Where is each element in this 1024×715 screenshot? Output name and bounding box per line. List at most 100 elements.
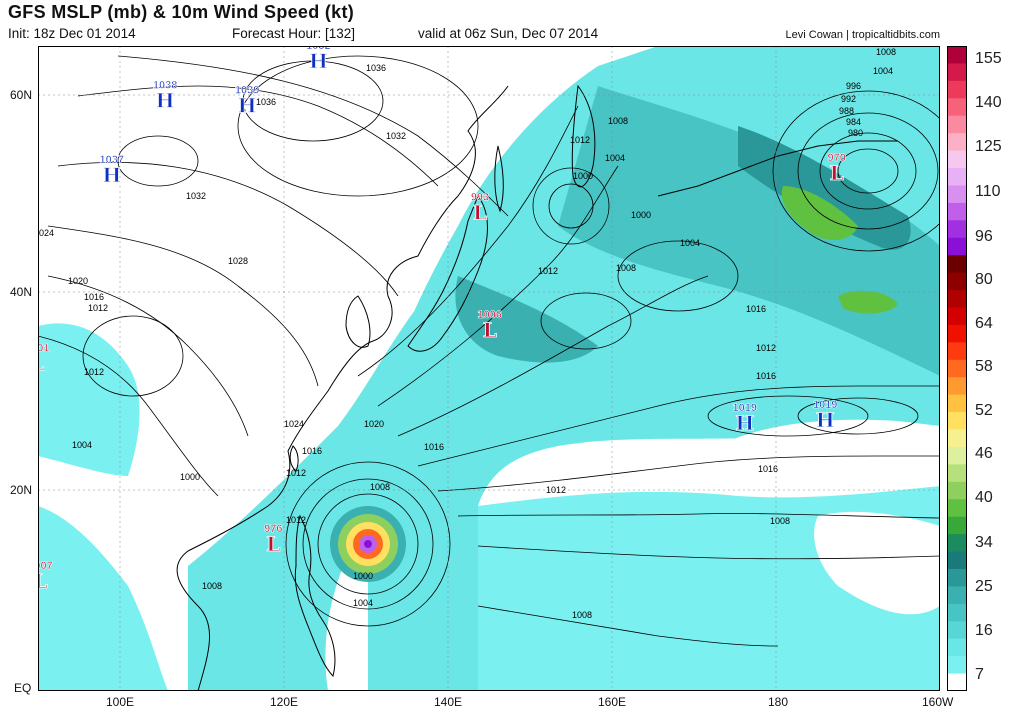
- colorbar-swatch: [947, 429, 967, 448]
- colorbar-label-155: 155: [975, 50, 1002, 67]
- coastlines: [176, 84, 898, 691]
- isobar-labels: 1036 1036 1032 1032 1024 1020 1016 1012 …: [38, 47, 896, 620]
- lat-label-40n: 40N: [10, 285, 33, 299]
- low-pressure-marker: L: [830, 161, 844, 185]
- graticule: [38, 46, 940, 691]
- asia-coastline: [176, 85, 509, 691]
- isobar-label: 1008: [608, 116, 628, 126]
- lat-label-eq: EQ: [14, 681, 32, 695]
- colorbar-swatch: [947, 499, 967, 518]
- colorbar-swatch: [947, 168, 967, 186]
- lon-label-180: 180: [768, 695, 789, 709]
- colorbar-swatch: [947, 46, 967, 64]
- isobar-label: 1012: [546, 485, 566, 495]
- map-title: GFS MSLP (mb) & 10m Wind Speed (kt): [8, 2, 355, 22]
- colorbar-swatch: [947, 568, 967, 587]
- gale-area-2: [838, 290, 898, 314]
- isobar-label: 1036: [366, 63, 386, 73]
- colorbar-swatch: [947, 98, 967, 117]
- isobar-label: 1012: [286, 468, 306, 478]
- pressure-value-970: 970: [828, 152, 846, 164]
- lon-label-160e: 160E: [598, 695, 627, 709]
- isobar-label: 1024: [38, 228, 54, 238]
- isobar-label: 1008: [572, 610, 592, 620]
- low-pressure-marker: L: [266, 532, 280, 556]
- colorbar-swatch: [947, 412, 967, 431]
- pressure-value-976: 976: [264, 523, 282, 535]
- colorbar-swatch: [947, 307, 967, 326]
- colorbar-swatch: [947, 133, 967, 152]
- lon-label-120e: 120E: [270, 695, 299, 709]
- pressure-centers: 1038H1039H1032H1037H1013H1019H1019H970L9…: [38, 46, 846, 593]
- lat-label-60n: 60N: [10, 88, 33, 102]
- pressure-value-1006: 1006: [478, 309, 502, 321]
- central-wind: [455, 276, 598, 363]
- isobar-label: 1012: [538, 266, 558, 276]
- japan-coastline: [407, 194, 488, 352]
- isobar-label: 1020: [68, 276, 88, 286]
- colorbar-label-40: 40: [975, 489, 993, 506]
- init-time: Init: 18z Dec 01 2014: [8, 26, 136, 41]
- colorbar-swatch: [947, 621, 967, 640]
- korea-coastline: [345, 295, 371, 348]
- lon-label-100e: 100E: [106, 695, 135, 709]
- valid-time: valid at 06z Sun, Dec 07 2014: [418, 26, 599, 41]
- isobar-label: 1000: [180, 472, 200, 482]
- isobar-label: 1016: [424, 442, 444, 452]
- wind-band-2: [738, 126, 911, 250]
- colorbar-label-96: 96: [975, 228, 993, 245]
- forecast-hour: Forecast Hour: [132]: [232, 26, 356, 41]
- isobar-label: 1008: [370, 482, 390, 492]
- colorbar-swatch: [947, 359, 967, 378]
- isobar-label: 1016: [758, 464, 778, 474]
- isobar-label: 1004: [605, 153, 625, 163]
- isobar-label: 1008: [202, 581, 222, 591]
- isobar-label: 1008: [876, 47, 896, 57]
- isobars: [38, 55, 940, 647]
- colorbar-label-52: 52: [975, 402, 993, 419]
- pressure-value-1039: 1039: [235, 85, 259, 97]
- pressure-value-1001: 1001: [38, 343, 49, 355]
- colorbar-label-46: 46: [975, 445, 993, 462]
- lat-label-20n: 20N: [10, 483, 33, 497]
- isobar-label: 1036: [256, 97, 276, 107]
- lon-label-140e: 140E: [434, 695, 463, 709]
- colorbar-swatch: [947, 586, 967, 605]
- colorbar-swatch: [947, 63, 967, 82]
- isobar-label: 988: [839, 106, 854, 116]
- pressure-value-1038: 1038: [153, 80, 177, 92]
- southwest-wind: [38, 506, 168, 691]
- isobar-label: 1004: [680, 238, 700, 248]
- high-pressure-marker: H: [102, 163, 121, 187]
- colorbar-label-7: 7: [975, 666, 984, 683]
- colorbar-swatch: [947, 237, 967, 256]
- low-pressure-marker: L: [38, 352, 44, 376]
- indochina-wind: [38, 323, 140, 476]
- west-pacific-wind: [188, 196, 508, 691]
- colorbar-swatch: [947, 185, 967, 204]
- colorbar-label-25: 25: [975, 578, 993, 595]
- typhoon-core: [330, 506, 406, 582]
- low-pressure-marker: L: [483, 318, 497, 342]
- colorbar-swatch: [947, 377, 967, 396]
- pressure-value-1019: 1019: [733, 402, 757, 414]
- high-pressure-marker: H: [309, 49, 328, 73]
- isobar-label: 1012: [286, 515, 306, 525]
- isobar-label: 1024: [284, 419, 304, 429]
- isobar-label: 1008: [616, 263, 636, 273]
- isobar-label: 1000: [631, 210, 651, 220]
- isobar-label: 996: [846, 81, 861, 91]
- colorbar-swatch: [947, 603, 967, 622]
- colorbar-swatch: [947, 516, 967, 535]
- high-pressure-marker: H: [238, 94, 257, 118]
- lon-label-160w: 160W: [922, 695, 954, 709]
- isobar-label: 1032: [186, 191, 206, 201]
- colorbar-swatch: [947, 202, 967, 221]
- sakhalin-coastline: [494, 145, 504, 213]
- isobar-label: 1000: [573, 171, 593, 181]
- colorbar-label-110: 110: [975, 183, 1001, 200]
- colorbar-swatch: [947, 290, 967, 308]
- isobar-label: 992: [841, 94, 856, 104]
- isobar-label: 1016: [84, 292, 104, 302]
- colorbar-label-34: 34: [975, 534, 993, 551]
